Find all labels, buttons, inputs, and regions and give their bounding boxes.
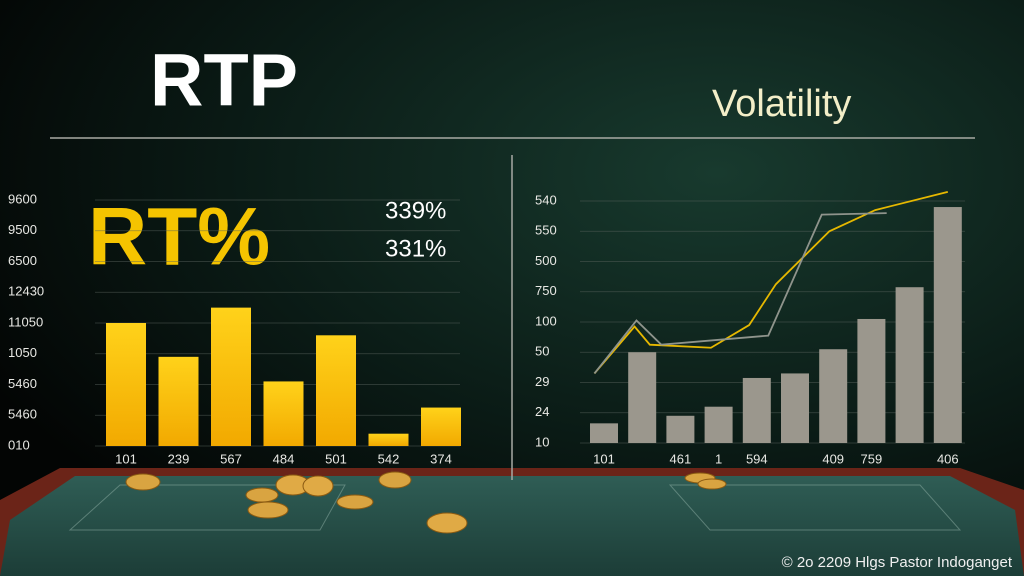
- x-tick-label: 409: [822, 451, 844, 466]
- bar: [628, 352, 657, 443]
- x-tick-label: 759: [861, 451, 883, 466]
- x-tick-label: 567: [220, 451, 242, 466]
- x-tick-label: 239: [168, 451, 190, 466]
- bar: [421, 407, 461, 446]
- x-tick-label: 374: [430, 451, 452, 466]
- y-tick-label: 12430: [8, 284, 44, 299]
- headline: RT%: [88, 192, 270, 283]
- x-tick-label: 406: [937, 451, 959, 466]
- felt-marking: [68, 484, 346, 531]
- bar: [316, 335, 356, 446]
- bar: [819, 349, 848, 443]
- bar: [742, 377, 771, 443]
- y-tick-label: 750: [535, 283, 557, 298]
- felt-marking: [668, 484, 962, 531]
- bar: [211, 307, 251, 446]
- x-tick-label: 1: [715, 451, 722, 466]
- y-tick-label: 1050: [8, 345, 37, 360]
- bar: [781, 373, 809, 443]
- y-tick-label: 9500: [8, 222, 37, 237]
- x-tick-label: 594: [746, 451, 768, 466]
- bar: [368, 433, 409, 446]
- y-tick-label: 50: [535, 344, 549, 359]
- annotation: 339%: [385, 197, 446, 224]
- bar: [263, 381, 304, 446]
- bar: [590, 423, 618, 443]
- bar: [704, 406, 733, 443]
- bar: [933, 207, 962, 443]
- y-tick-label: 550: [535, 223, 557, 238]
- x-tick-label: 484: [273, 451, 295, 466]
- line-series: [593, 212, 887, 374]
- y-tick-label: 5460: [8, 407, 37, 422]
- x-tick-label: 542: [378, 451, 400, 466]
- x-tick-label: 101: [115, 451, 137, 466]
- y-tick-label: 9600: [8, 191, 37, 206]
- bar: [895, 287, 924, 443]
- y-tick-label: 10: [535, 434, 549, 449]
- x-tick-label: 501: [325, 451, 347, 466]
- coins: [125, 471, 727, 534]
- y-tick-label: 100: [535, 313, 557, 328]
- y-tick-label: 540: [535, 192, 557, 207]
- bar: [158, 356, 199, 446]
- y-tick-label: 29: [535, 374, 549, 389]
- y-tick-label: 24: [535, 404, 549, 419]
- panel-title: RTP: [150, 39, 298, 122]
- bar: [857, 318, 886, 443]
- y-tick-label: 11050: [8, 314, 43, 329]
- bar: [666, 415, 695, 443]
- y-tick-label: 010: [8, 437, 30, 452]
- x-tick-label: 461: [670, 451, 692, 466]
- y-tick-label: 500: [535, 253, 557, 268]
- y-tick-label: 6500: [8, 253, 37, 268]
- line-series: [593, 191, 949, 375]
- bar: [106, 323, 146, 446]
- x-tick-label: 101: [593, 451, 615, 466]
- annotation: 331%: [385, 235, 446, 262]
- y-tick-label: 5460: [8, 376, 37, 391]
- footer: © 2o 2209 Hlgs Pastor Indoganget: [782, 554, 1013, 571]
- panel-title: Volatility: [712, 83, 851, 125]
